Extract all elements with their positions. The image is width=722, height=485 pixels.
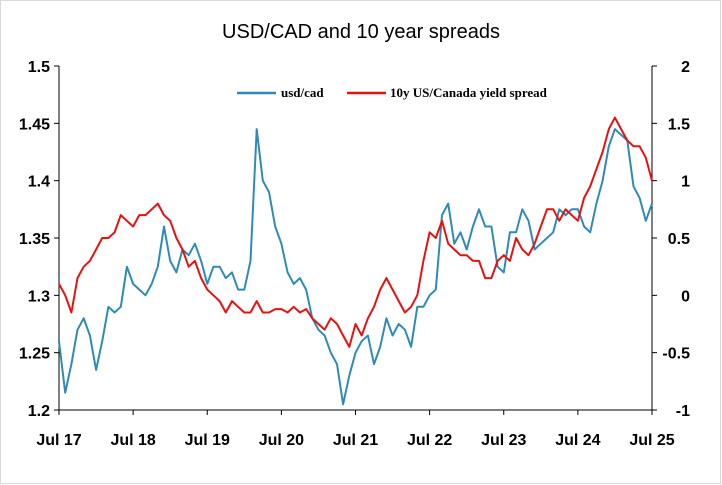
left-tick-label: 1.25 bbox=[19, 346, 50, 363]
right-tick-label: 0.5 bbox=[668, 231, 690, 248]
right-tick-label: -0.5 bbox=[662, 346, 690, 363]
right-tick-label: 1.5 bbox=[668, 116, 690, 133]
x-tick-label: Jul 23 bbox=[481, 432, 526, 449]
series-line-usdcad bbox=[58, 128, 653, 406]
x-tick-label: Jul 17 bbox=[36, 432, 81, 449]
x-tick-label: Jul 22 bbox=[407, 432, 452, 449]
series-layer bbox=[58, 116, 653, 406]
x-tick-label: Jul 20 bbox=[259, 432, 304, 449]
right-tick-label: 1 bbox=[681, 174, 690, 191]
left-tick-label: 1.5 bbox=[28, 59, 50, 76]
series-line-yield-spread bbox=[58, 116, 653, 348]
left-tick-label: 1.2 bbox=[28, 403, 50, 420]
right-tick-label: 2 bbox=[681, 59, 690, 76]
chart-title: USD/CAD and 10 year spreads bbox=[222, 21, 500, 43]
x-tick-label: Jul 19 bbox=[185, 432, 230, 449]
x-tick-label: Jul 25 bbox=[629, 432, 674, 449]
left-tick-label: 1.35 bbox=[19, 231, 50, 248]
left-tick-label: 1.4 bbox=[28, 174, 50, 191]
x-tick-label: Jul 24 bbox=[555, 432, 600, 449]
x-tick-label: Jul 21 bbox=[333, 432, 378, 449]
x-tick-label: Jul 18 bbox=[110, 432, 155, 449]
left-tick-label: 1.3 bbox=[28, 288, 50, 305]
left-tick-label: 1.45 bbox=[19, 116, 50, 133]
legend: usd/cad 10y US/Canada yield spread bbox=[237, 85, 548, 100]
right-tick-label: -1 bbox=[676, 403, 690, 420]
legend-label-yield-spread: 10y US/Canada yield spread bbox=[390, 85, 548, 100]
legend-label-usdcad: usd/cad bbox=[281, 85, 324, 100]
axes: 1.2 1.25 1.3 1.35 1.4 1.45 1.5 -1 -0.5 0 0.5 1 1.5 2 J… bbox=[19, 59, 690, 449]
right-tick-label: 0 bbox=[681, 288, 690, 305]
